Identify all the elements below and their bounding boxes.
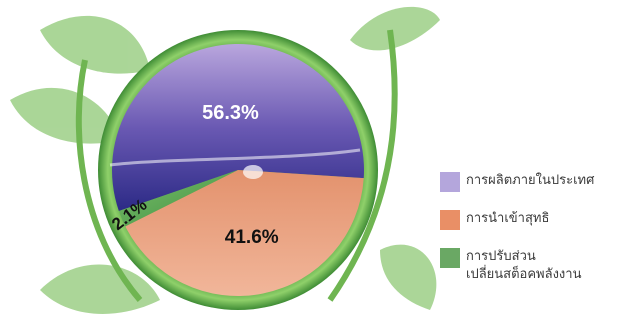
leaf-stem (75, 59, 143, 302)
legend-swatch-purple (440, 172, 460, 192)
legend-item-stock-change: การปรับส่วน เปลี่ยนสต็อคพลังงาน (440, 248, 620, 284)
legend-item-net-import: การนำเข้าสุทธิ (440, 210, 620, 230)
legend-label-line: เปลี่ยนสต็อคพลังงาน (466, 267, 582, 282)
leaf-decoration (10, 6, 440, 314)
legend-item-domestic-production: การผลิตภายในประเทศ (440, 172, 620, 192)
pie-slice-stock-change (118, 170, 238, 227)
legend-swatch-green (440, 248, 460, 268)
pie-slice-domestic-production (112, 44, 364, 212)
leaf-stem (327, 29, 398, 302)
legend-label: การปรับส่วน เปลี่ยนสต็อคพลังงาน (466, 248, 581, 284)
water-splash (109, 148, 361, 167)
legend-label: การนำเข้าสุทธิ (466, 211, 550, 226)
legend-label-line: การปรับส่วน (466, 249, 536, 264)
legend-swatch-orange (440, 210, 460, 230)
pie-slice-net-import (125, 170, 364, 297)
pie-label-domestic-production: 56.3% (202, 102, 259, 124)
legend: การผลิตภายในประเทศ การนำเข้าสุทธิ การปรั… (440, 172, 620, 302)
water-drop (243, 165, 263, 179)
legend-label: การผลิตภายในประเทศ (466, 173, 595, 188)
pie-label-net-import: 41.6% (225, 227, 279, 248)
pie-slices (112, 44, 364, 297)
